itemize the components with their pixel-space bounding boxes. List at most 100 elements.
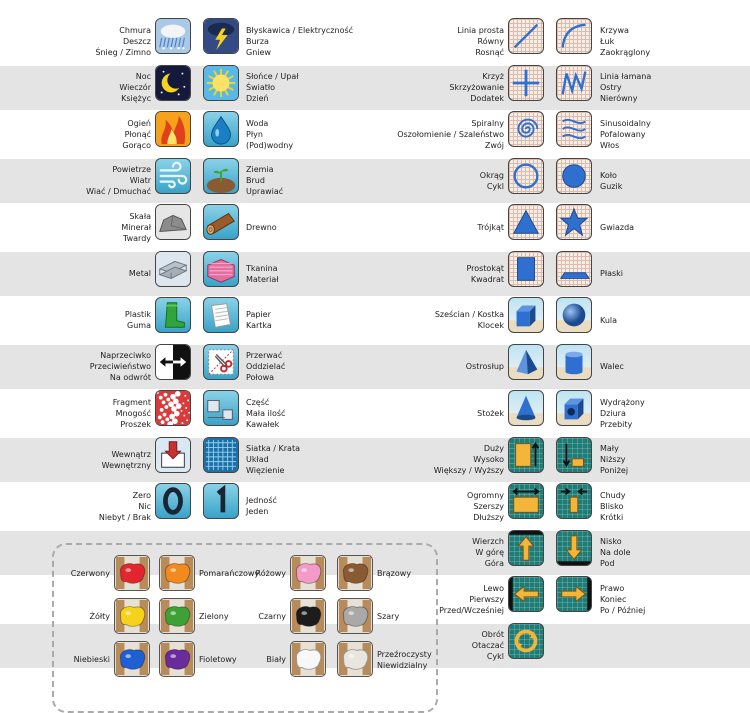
label-left: Ogromny Szerszy Dłuższy xyxy=(467,483,504,529)
label-line: Niebyt / Brak xyxy=(98,512,151,522)
color-swatch xyxy=(114,555,150,591)
label-line: Zero xyxy=(132,490,151,500)
color-label: Żółty xyxy=(89,611,110,622)
label-line: Nic xyxy=(138,501,151,511)
label-line: Włos xyxy=(600,140,620,150)
arrow-left-icon xyxy=(508,576,544,612)
label-line: Deszcz xyxy=(122,36,151,46)
label-right: Płaski xyxy=(600,251,623,297)
label-line: Niższy xyxy=(600,455,626,464)
label-line: Twardy xyxy=(123,233,151,243)
label-line: Wydrążony xyxy=(600,397,645,407)
label-line: Guma xyxy=(127,321,151,330)
label-right: Ziemia Brud Uprawiać xyxy=(246,158,283,204)
label-left: Skała Minerał Twardy xyxy=(121,204,151,250)
label-line: Zaokrąglony xyxy=(600,47,651,57)
label-line: Wieczór xyxy=(119,83,151,92)
label-line: Przed/Wcześniej xyxy=(439,605,504,615)
hollow-cube-icon xyxy=(556,390,592,426)
color-label-line: Niebieski xyxy=(73,655,110,664)
label-line: Sześcian / Kostka xyxy=(434,310,504,319)
label-line: Linia prosta xyxy=(457,25,504,35)
color-swatch xyxy=(290,641,326,677)
label-line: Dodatek xyxy=(470,94,504,103)
color-swatch xyxy=(159,598,195,634)
zigzag-icon xyxy=(556,64,592,101)
label-line: Płyn xyxy=(246,129,263,139)
label-line: Ostry xyxy=(600,83,622,92)
label-line: Minerał xyxy=(121,222,151,232)
rectangle-icon xyxy=(508,250,544,287)
label-line: (Pod)wodny xyxy=(246,140,294,150)
triangle-icon xyxy=(508,204,544,240)
label-left: Ogień Płonąć Gorąco xyxy=(122,111,151,157)
spiral-icon xyxy=(508,111,544,147)
label-line: Śnieg / Zimno xyxy=(95,47,151,57)
row-band xyxy=(0,251,750,296)
part-pieces-icon xyxy=(203,390,239,426)
label-line: Cykl xyxy=(486,181,504,191)
cone-icon xyxy=(508,390,544,426)
label-line: Wysoko xyxy=(473,455,504,464)
label-line: Układ xyxy=(246,455,269,464)
label-line: Łuk xyxy=(600,36,615,46)
zero-icon xyxy=(155,483,191,519)
label-left: Wierzch W górę Góra xyxy=(472,530,504,576)
label-right: Walec xyxy=(600,344,624,390)
color-swatch xyxy=(159,555,195,591)
scissors-cut-icon xyxy=(203,343,239,380)
label-line: Szerszy xyxy=(473,501,504,511)
label-line: Drewno xyxy=(246,222,277,232)
cube-icon xyxy=(508,297,544,333)
arrow-up-icon xyxy=(508,529,544,566)
label-right: Jedność Jeden xyxy=(246,483,277,529)
color-label: Brązowy xyxy=(377,568,411,579)
label-line: Skała xyxy=(129,211,151,221)
label-right: Siatka / Krata Układ Więzienie xyxy=(246,437,300,483)
water-drop-icon xyxy=(203,111,239,147)
label-line: Przerwać xyxy=(246,351,283,360)
label-right: Tkanina Materiał xyxy=(246,251,279,297)
label-line: Płonąć xyxy=(124,129,151,139)
color-label-line: Żółty xyxy=(89,612,110,621)
label-line: Większy / Wyższy xyxy=(433,466,504,475)
label-line: Rosnąć xyxy=(475,47,504,57)
color-swatch xyxy=(290,555,326,591)
label-right: Prawo Koniec Po / Później xyxy=(600,576,645,622)
rubber-boot-icon xyxy=(155,297,191,333)
label-left: Wewnątrz Wewnętrzny xyxy=(102,437,151,483)
label-line: Brud xyxy=(246,176,265,185)
color-swatch xyxy=(290,598,326,634)
label-line: Mała ilość xyxy=(246,408,286,418)
label-line: Klocek xyxy=(477,321,504,330)
one-icon xyxy=(203,483,239,519)
label-line: Metal xyxy=(128,269,151,278)
label-left: Duży Wysoko Większy / Wyższy xyxy=(434,437,504,483)
label-right: Chudy Blisko Krótki xyxy=(600,483,626,529)
label-line: Stożek xyxy=(477,408,504,418)
label-line: Plastik xyxy=(124,310,151,319)
row-band xyxy=(0,158,750,203)
wind-icon xyxy=(155,157,191,194)
label-left: Sześcian / Kostka Klocek xyxy=(435,297,504,343)
label-line: Połowa xyxy=(246,373,275,382)
color-label-line: Niewidzialny xyxy=(377,661,428,670)
label-line: Po / Później xyxy=(600,605,646,615)
label-left: Linia prosta Równy Rosnąć xyxy=(457,18,504,64)
label-line: Ogień xyxy=(127,118,151,128)
label-left: Zero Nic Niebyt / Brak xyxy=(99,483,151,529)
fabric-icon xyxy=(203,250,239,287)
wood-log-icon xyxy=(203,204,239,240)
color-label: Różowy xyxy=(256,568,286,579)
color-label-line: Czarny xyxy=(258,612,286,621)
label-line: Wewnętrzny xyxy=(101,460,151,470)
label-line: Okrąg xyxy=(479,170,504,180)
moon-night-icon xyxy=(155,64,191,101)
label-right: Mały Niższy Poniżej xyxy=(600,437,628,483)
small-arrow-down-icon xyxy=(556,436,592,473)
label-left: Obrót Otaczać Cykl xyxy=(472,623,504,669)
label-line: Przebity xyxy=(600,419,633,429)
label-left: Naprzeciwko Przeciwieństwo Na odwrót xyxy=(90,344,151,390)
metal-bars-icon xyxy=(155,250,191,287)
label-left: Chmura Deszcz Śnieg / Zimno xyxy=(95,18,151,64)
